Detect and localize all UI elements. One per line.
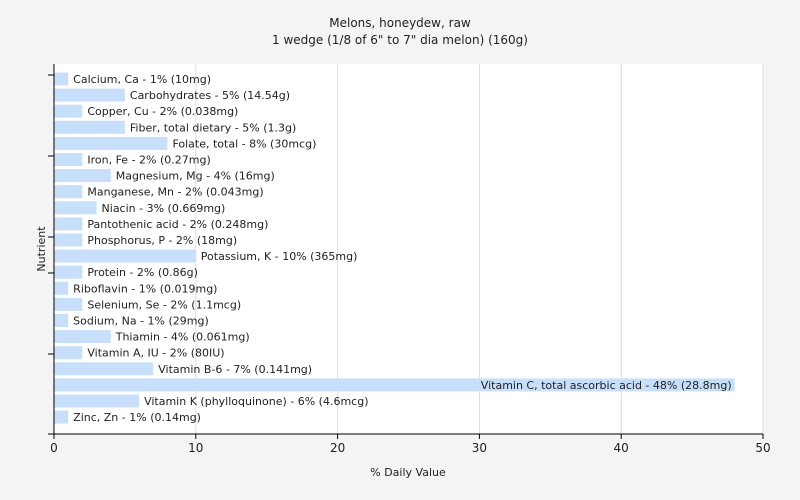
x-tick-label: 20 xyxy=(330,441,345,455)
x-tick-label: 40 xyxy=(614,441,629,455)
bar-label: Potassium, K - 10% (365mg) xyxy=(201,250,358,263)
y-axis-label: Nutrient xyxy=(35,226,48,272)
bar-label: Pantothenic acid - 2% (0.248mg) xyxy=(87,218,268,231)
bar-label: Niacin - 3% (0.669mg) xyxy=(102,202,226,215)
bar xyxy=(54,314,69,327)
bar xyxy=(54,153,83,166)
bar-label: Sodium, Na - 1% (29mg) xyxy=(73,315,209,328)
bar xyxy=(54,362,154,376)
bar-label: Selenium, Se - 2% (1.1mcg) xyxy=(87,298,241,311)
bar xyxy=(54,88,125,102)
x-tick-label: 10 xyxy=(188,441,203,455)
bar xyxy=(54,410,69,424)
bar xyxy=(54,217,83,231)
bar-label: Manganese, Mn - 2% (0.043mg) xyxy=(87,186,263,199)
chart-title: Melons, honeydew, raw xyxy=(329,16,471,30)
bar-label: Phosphorus, P - 2% (18mg) xyxy=(87,234,237,247)
bar-label: Copper, Cu - 2% (0.038mg) xyxy=(87,105,238,118)
x-tick-label: 50 xyxy=(755,441,770,455)
gridlines xyxy=(195,64,764,434)
bar xyxy=(54,233,83,247)
bar xyxy=(54,265,83,279)
bar xyxy=(54,346,83,360)
bar-label: Vitamin A, IU - 2% (80IU) xyxy=(87,347,224,360)
bar-label: Thiamin - 4% (0.061mg) xyxy=(115,331,250,344)
bar xyxy=(54,169,111,183)
bar-label: Magnesium, Mg - 4% (16mg) xyxy=(116,170,275,183)
bar-label: Protein - 2% (0.86g) xyxy=(87,266,198,279)
bar-label: Riboflavin - 1% (0.019mg) xyxy=(73,282,217,295)
bar xyxy=(54,201,97,215)
bar-labels: Calcium, Ca - 1% (10mg) Carbohydrates - 5… xyxy=(73,73,731,424)
x-tick-label: 0 xyxy=(50,441,58,455)
bar-label: Calcium, Ca - 1% (10mg) xyxy=(73,73,211,86)
bar-label: Vitamin C, total ascorbic acid - 48% (28… xyxy=(481,379,732,392)
bar xyxy=(54,394,140,408)
bar xyxy=(54,378,735,392)
bar xyxy=(54,330,111,344)
bars xyxy=(54,72,735,424)
bar-label: Carbohydrates - 5% (14.54g) xyxy=(130,89,290,102)
bar-label: Fiber, total dietary - 5% (1.3g) xyxy=(130,121,296,134)
bar-label: Vitamin B-6 - 7% (0.141mg) xyxy=(158,363,312,376)
x-axis-ticks: 0 10 20 30 40 50 xyxy=(50,434,771,455)
bar-label: Zinc, Zn - 1% (0.14mg) xyxy=(73,411,201,424)
plot-area xyxy=(54,64,763,434)
bar xyxy=(54,136,168,150)
bar xyxy=(54,72,69,86)
bar xyxy=(54,249,196,263)
chart-subtitle: 1 wedge (1/8 of 6" to 7" dia melon) (160… xyxy=(272,33,528,47)
bar xyxy=(54,297,83,311)
x-tick-label: 30 xyxy=(472,441,487,455)
bar xyxy=(54,281,69,295)
bar-label: Iron, Fe - 2% (0.27mg) xyxy=(87,154,210,167)
bar-label: Vitamin K (phylloquinone) - 6% (4.6mcg) xyxy=(144,395,368,408)
bar xyxy=(54,185,83,199)
bar xyxy=(54,120,125,134)
x-axis-label: % Daily Value xyxy=(370,466,446,479)
y-axis-ticks xyxy=(48,74,54,435)
bar-label: Folate, total - 8% (30mcg) xyxy=(172,137,316,150)
bar xyxy=(54,104,83,118)
